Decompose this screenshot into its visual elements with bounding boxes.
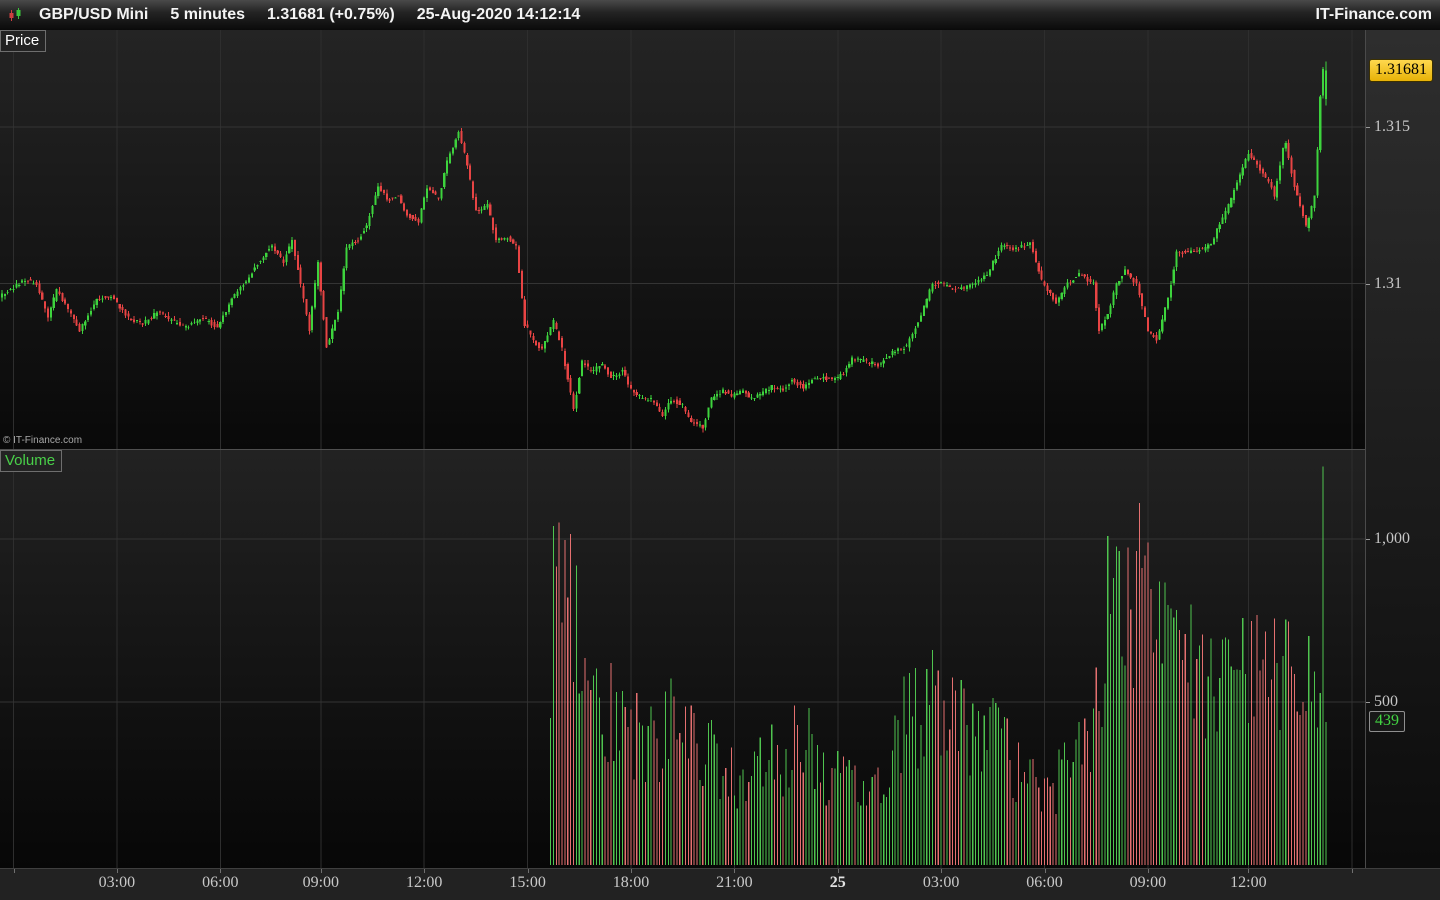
time-axis-label: 15:00 <box>509 874 546 891</box>
time-axis-tick <box>631 869 632 873</box>
time-axis-label: 25 <box>829 874 846 891</box>
time-axis-label: 12:00 <box>1230 874 1267 891</box>
symbol-name: GBP/USD Mini <box>39 6 149 23</box>
price-axis-label: 1,000 <box>1374 529 1410 547</box>
last-price-tag: 1.31681 <box>1369 58 1433 82</box>
title-bar: GBP/USD Mini 5 minutes 1.31681 (+0.75%) … <box>0 0 1440 30</box>
price-axis-tick <box>1366 701 1370 703</box>
time-axis-label: 21:00 <box>716 874 753 891</box>
time-axis-tick <box>1351 869 1353 873</box>
time-axis-tick <box>116 869 118 873</box>
price-axis-tick <box>1366 127 1370 129</box>
time-axis-label: 18:00 <box>612 874 650 891</box>
brand-watermark: IT-Finance.com <box>1315 6 1432 23</box>
time-axis-tick <box>734 869 736 873</box>
time-axis-label: 12:00 <box>405 874 443 891</box>
candlestick-icon <box>8 7 25 23</box>
time-axis-tick <box>424 869 426 873</box>
time-axis[interactable]: 03:00 06:00 09:00 12:00 15:00 18:00 21:00 25 03:… <box>0 868 1440 900</box>
time-axis-tick <box>1044 869 1046 873</box>
time-axis-tick <box>13 869 15 873</box>
datetime-label: 25-Aug-2020 14:12:14 <box>416 6 581 23</box>
volume-chart-svg[interactable] <box>0 450 1365 868</box>
price-gridlines <box>0 30 1365 449</box>
time-axis-tick <box>1147 869 1149 873</box>
price-axis-label: 1.315 <box>1374 118 1410 136</box>
time-axis-label: 03:00 <box>922 874 960 891</box>
time-axis-tick <box>527 869 529 873</box>
plot-panels: Price © IT-Finance.com Volume <box>0 30 1365 868</box>
time-axis-tick <box>320 869 322 873</box>
time-axis-label: 09:00 <box>302 874 340 891</box>
price-panel-label: Price <box>0 30 47 52</box>
price-chart-svg[interactable] <box>0 30 1365 449</box>
current-volume-tag: 439 <box>1369 710 1405 732</box>
price-axis-label: 1.31 <box>1374 274 1402 292</box>
volume-panel-label: Volume <box>0 450 63 472</box>
volume-series <box>550 466 1327 865</box>
copyright-watermark: © IT-Finance.com <box>3 435 83 446</box>
price-axis-tick <box>1366 283 1370 285</box>
time-axis-tick <box>837 869 839 873</box>
time-axis-label: 03:00 <box>98 874 136 891</box>
chart-area: Price © IT-Finance.com Volume 1.31681 43… <box>0 30 1440 868</box>
time-axis-label: 06:00 <box>202 874 239 891</box>
time-axis-label: 06:00 <box>1026 874 1063 891</box>
time-axis-label: 09:00 <box>1129 874 1167 891</box>
time-axis-tick <box>1248 869 1250 873</box>
price-axis-label: 500 <box>1374 692 1398 710</box>
price-axis-tick <box>1366 538 1370 540</box>
price-panel[interactable]: Price © IT-Finance.com <box>0 30 1365 450</box>
time-axis-tick <box>220 869 222 873</box>
volume-panel[interactable]: Volume <box>0 450 1365 868</box>
last-price-change: 1.31681 (+0.75%) <box>267 6 395 23</box>
price-axis[interactable]: 1.31681 439 1.315 1.31 1,000 500 <box>1365 30 1440 868</box>
time-axis-tick <box>941 869 943 873</box>
candlestick-series <box>0 61 1328 433</box>
timeframe-label: 5 minutes <box>170 6 246 23</box>
